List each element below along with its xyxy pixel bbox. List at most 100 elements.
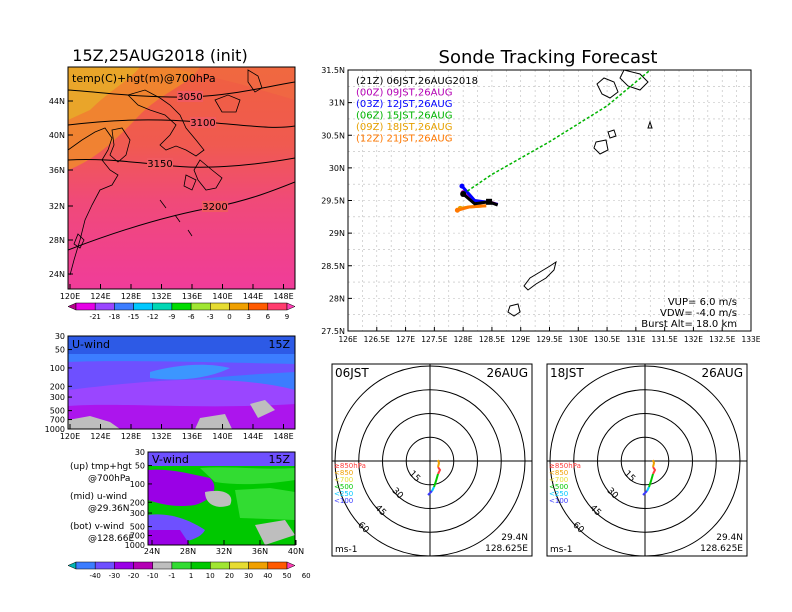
- colorbar-tick-label: 6: [266, 313, 271, 321]
- track-line-0: [462, 192, 499, 207]
- hodograph-lon: 128.625E: [485, 544, 528, 554]
- lat-tick-label: 30N: [329, 164, 345, 173]
- level-legend-entry: ≥850hPa: [549, 462, 581, 470]
- lon-tick-label: 126.5E: [364, 335, 390, 344]
- v-wind-time: 15Z: [268, 453, 290, 466]
- u-wind-label: U-wind: [72, 338, 110, 351]
- colorbar-tick-label: -3: [207, 313, 214, 321]
- hodograph-trace: [427, 490, 433, 496]
- lat-tick-label: 28.5N: [321, 262, 345, 271]
- colorbar-swatch: [286, 561, 296, 570]
- hodograph-date: 26AUG: [486, 366, 528, 380]
- lat-tick-label: 29.5N: [321, 197, 345, 206]
- legend-note-line: (bot) v-wind: [70, 522, 124, 532]
- lon-tick-label: 124E: [90, 432, 110, 441]
- colorbar-swatch: [229, 302, 249, 311]
- colorbar-swatch: [190, 302, 211, 311]
- colorbar-swatch: [75, 302, 96, 311]
- lat-tick-label: 36N: [252, 547, 268, 556]
- pressure-tick-label: 100: [130, 480, 145, 489]
- colorbar-swatch: [229, 561, 249, 570]
- hodograph-lon: 128.625E: [700, 544, 743, 554]
- v-wind-panel: [148, 452, 295, 545]
- lon-tick-label: 144E: [243, 432, 263, 441]
- level-legend-entry: <100: [334, 497, 353, 505]
- colorbar-tick-label: -9: [168, 313, 175, 321]
- colorbar-swatch: [75, 561, 96, 570]
- colorbar-tick-label: 30: [244, 572, 253, 580]
- lon-tick-label: 130.5E: [594, 335, 620, 344]
- lon-tick-label: 131E: [626, 335, 645, 344]
- track-legend-entry: (12Z) 21JST,26AUG: [356, 134, 453, 145]
- contour-label: 3150: [147, 159, 172, 170]
- lat-tick-label: 40N: [288, 547, 304, 556]
- colorbar-swatch: [94, 302, 115, 311]
- contour-labels: 3050 3100 3150 3200: [147, 91, 228, 213]
- lon-tick-label: 130E: [569, 335, 588, 344]
- lon-tick-label: 131.5E: [652, 335, 678, 344]
- colorbar-swatch: [210, 302, 230, 311]
- lon-tick-label: 128E: [121, 432, 141, 441]
- pressure-tick-label: 700: [130, 532, 145, 541]
- lon-tick-label: 128E: [121, 292, 141, 301]
- colorbar-swatch: [67, 302, 77, 311]
- track-legend-entry: (06Z) 15JST,26AUG: [356, 111, 453, 122]
- colorbar-swatch: [267, 561, 288, 570]
- colorbar-tick-label: 9: [285, 313, 289, 321]
- lat-tick-label: 28N: [49, 236, 65, 245]
- colorbar-swatch: [248, 561, 269, 570]
- lon-tick-label: 144E: [243, 292, 263, 301]
- colorbar-tick-label: 0: [227, 313, 231, 321]
- lat-tick-label: 32N: [216, 547, 232, 556]
- colorbar-swatch: [67, 561, 77, 570]
- pressure-tick-label: 300: [130, 509, 145, 518]
- lon-tick-label: 129.5E: [536, 335, 562, 344]
- map-lon-ticks: 120E 124E 128E 132E 136E 140E 144E 148E: [60, 284, 294, 301]
- map-variable-label: temp(C)+hgt(m)@700hPa: [72, 72, 216, 85]
- level-legend-entry: <850: [334, 469, 353, 477]
- lon-tick-label: 136E: [182, 432, 202, 441]
- lat-tick-label: 24N: [144, 547, 160, 556]
- lat-tick-label: 31.5N: [321, 66, 345, 75]
- colorbar-swatch: [152, 561, 173, 570]
- contour-label: 3200: [202, 202, 227, 213]
- colorbar-swatch: [133, 302, 153, 311]
- pressure-tick-label: 500: [130, 523, 145, 532]
- legend-note-line: @128.66E: [88, 534, 134, 544]
- colorbar-swatch: [114, 302, 134, 311]
- lon-tick-label: 129E: [511, 335, 530, 344]
- lat-tick-label: 29N: [329, 229, 345, 238]
- temperature-map: [68, 67, 295, 289]
- hodograph-time: 06JST: [335, 366, 369, 380]
- hodograph-trace: [437, 466, 442, 475]
- legend-note-line: @700hPa: [88, 474, 130, 484]
- lon-tick-label: 148E: [273, 292, 293, 301]
- track-legend-entry: (00Z) 09JST,26AUG: [356, 88, 453, 99]
- colorbar-swatch: [133, 561, 153, 570]
- pressure-tick-label: 200: [130, 498, 145, 507]
- lat-tick-label: 32N: [49, 202, 65, 211]
- track-parameter: VDW= -4.0 m/s: [660, 308, 737, 319]
- contour-label-bg: [190, 117, 216, 128]
- lat-tick-label: 30.5N: [321, 131, 345, 140]
- track-line-5: [456, 204, 487, 212]
- colorbar-tick-label: -15: [128, 313, 139, 321]
- track-point: [454, 207, 460, 213]
- lon-tick-label: 120E: [60, 432, 80, 441]
- lon-tick-label: 120E: [60, 292, 80, 301]
- track-legend-entry: (03Z) 12JST,26AUG: [356, 99, 453, 110]
- hodograph-unit: ms-1: [550, 545, 572, 555]
- colorbar-tick-label: 50: [283, 572, 292, 580]
- temperature-colorbar: -21 -18 -15 -12 -9 -6 -3 0 3 6 9: [67, 302, 296, 321]
- pressure-tick-label: 1000: [125, 541, 145, 550]
- track-legend-entry: (21Z) 06JST,26AUG2018: [356, 76, 478, 87]
- pressure-tick-label: 50: [135, 462, 145, 471]
- legend-note-line: (mid) u-wind: [70, 492, 127, 502]
- colorbar-tick-label: -20: [128, 572, 139, 580]
- left-map-title: 15Z,25AUG2018 (init): [72, 46, 247, 65]
- colorbar-tick-label: 40: [263, 572, 272, 580]
- wind-colorbar: -40 -30 -20 -10 -1 1 10 20 30 40 50 60: [67, 561, 311, 580]
